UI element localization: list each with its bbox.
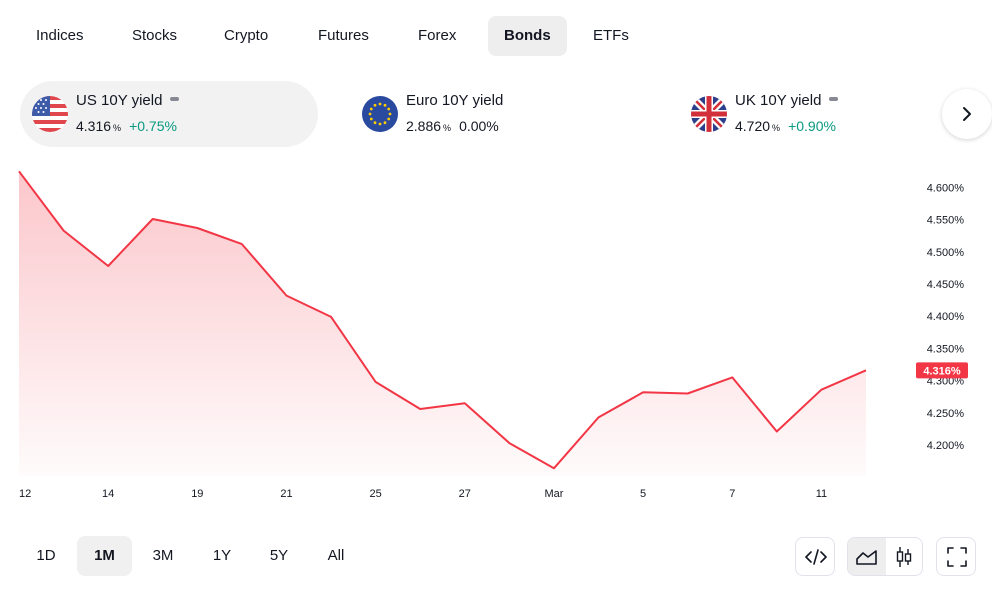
y-tick-label: 4.400% bbox=[927, 311, 965, 323]
chart-style-toggle bbox=[847, 537, 923, 576]
ticker-euro-10y[interactable]: Euro 10Y yield 2.886% 0.00% bbox=[350, 81, 640, 147]
y-tick-label: 4.300% bbox=[927, 376, 965, 388]
next-tickers-button[interactable] bbox=[942, 89, 992, 139]
range-all[interactable]: All bbox=[327, 547, 345, 564]
range-5y[interactable]: 5Y bbox=[269, 547, 289, 564]
ticker-unit: % bbox=[772, 123, 781, 133]
x-tick-label: 11 bbox=[816, 488, 827, 500]
x-tick-label: 27 bbox=[459, 488, 471, 500]
uk-flag-icon bbox=[691, 96, 727, 132]
fullscreen-icon bbox=[947, 547, 967, 567]
area-fill bbox=[19, 171, 866, 477]
y-tick-label: 4.500% bbox=[927, 247, 965, 259]
range-1y[interactable]: 1Y bbox=[212, 547, 232, 564]
tab-crypto[interactable]: Crypto bbox=[224, 27, 269, 44]
range-1m[interactable]: 1M bbox=[77, 536, 132, 576]
chevron-right-icon bbox=[963, 107, 971, 121]
y-tick-label: 4.600% bbox=[927, 182, 965, 194]
tab-etfs[interactable]: ETFs bbox=[593, 27, 629, 44]
eu-flag-icon bbox=[362, 96, 398, 132]
x-tick-label: 12 bbox=[19, 488, 31, 500]
ticker-us-10y[interactable]: US 10Y yield 4.316% +0.75% bbox=[20, 81, 318, 147]
ticker-name: US 10Y yield bbox=[76, 92, 163, 109]
embed-code-icon bbox=[805, 549, 827, 565]
x-tick-label: 25 bbox=[370, 488, 382, 500]
y-tick-label: 4.450% bbox=[927, 279, 965, 291]
tab-indices[interactable]: Indices bbox=[36, 27, 84, 44]
area-chart-icon bbox=[856, 550, 877, 565]
ticker-price: 4.316 bbox=[76, 118, 112, 134]
embed-button[interactable] bbox=[795, 537, 835, 576]
status-dash-icon bbox=[829, 97, 839, 102]
us-flag-icon bbox=[32, 96, 68, 132]
range-3m[interactable]: 3M bbox=[152, 547, 174, 564]
x-tick-label: 21 bbox=[280, 488, 292, 500]
x-tick-label: 19 bbox=[191, 488, 203, 500]
x-tick-label: Mar bbox=[544, 488, 563, 500]
status-dash-icon bbox=[170, 97, 180, 102]
ticker-change: +0.75% bbox=[129, 118, 177, 134]
ticker-strip: US 10Y yield 4.316% +0.75% Euro 10Y yield… bbox=[20, 81, 960, 147]
ticker-unit: % bbox=[113, 123, 122, 133]
tab-bonds[interactable]: Bonds bbox=[488, 16, 567, 56]
area-style-button[interactable] bbox=[848, 538, 886, 575]
ticker-uk-10y[interactable]: UK 10Y yield 4.720% +0.90% bbox=[679, 81, 939, 147]
range-1d[interactable]: 1D bbox=[36, 547, 56, 564]
ticker-unit: % bbox=[443, 123, 452, 133]
tab-forex[interactable]: Forex bbox=[418, 27, 457, 44]
ticker-change: 0.00% bbox=[459, 118, 499, 134]
tab-futures[interactable]: Futures bbox=[318, 27, 369, 44]
yield-line bbox=[18, 170, 867, 470]
x-tick-label: 5 bbox=[640, 488, 646, 500]
candlestick-icon bbox=[896, 547, 912, 567]
ticker-price: 2.886 bbox=[406, 118, 442, 134]
yield-chart[interactable]: 4.200% 4.250% 4.300% 4.350% 4.400% 4.450% 4.50… bbox=[0, 170, 992, 510]
y-tick-label: 4.200% bbox=[927, 440, 965, 452]
ticker-price: 4.720 bbox=[735, 118, 771, 134]
y-tick-label: 4.550% bbox=[927, 215, 965, 227]
fullscreen-button[interactable] bbox=[936, 537, 976, 576]
x-tick-label: 7 bbox=[729, 488, 735, 500]
tab-stocks[interactable]: Stocks bbox=[132, 27, 178, 44]
x-tick-label: 14 bbox=[102, 488, 114, 500]
ticker-name: UK 10Y yield bbox=[735, 92, 822, 109]
ticker-change: +0.90% bbox=[788, 118, 836, 134]
last-price-tag bbox=[916, 362, 968, 379]
last-price-label: 4.316% bbox=[923, 365, 961, 377]
ticker-name: Euro 10Y yield bbox=[406, 92, 504, 109]
candle-style-button[interactable] bbox=[886, 538, 923, 575]
y-tick-label: 4.250% bbox=[927, 408, 965, 420]
y-tick-label: 4.350% bbox=[927, 343, 965, 355]
